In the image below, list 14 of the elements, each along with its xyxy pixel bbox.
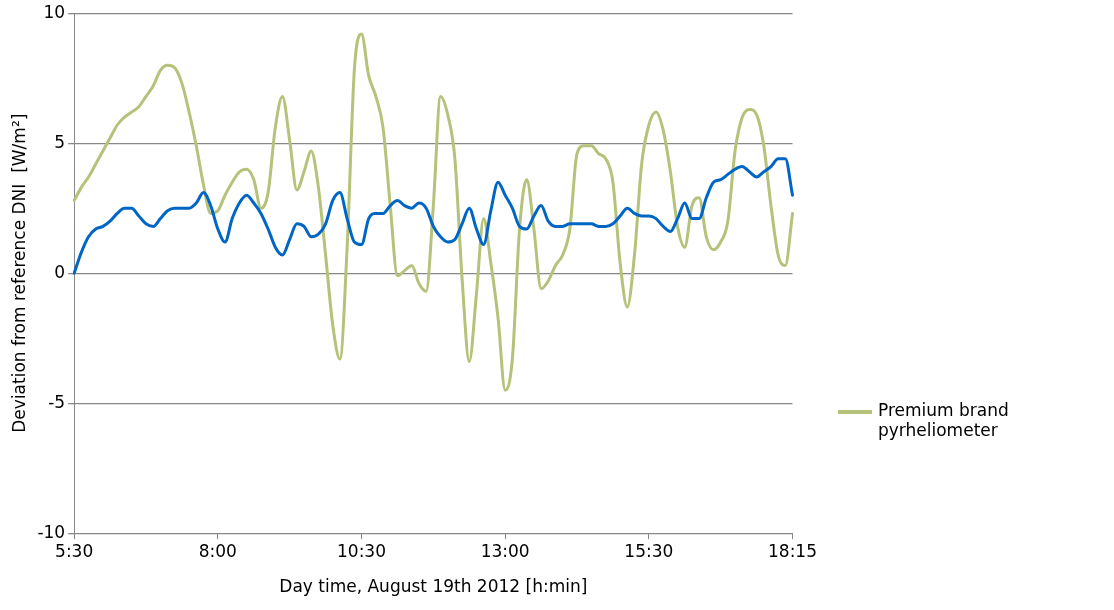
x-tick-label: 15:30: [624, 540, 674, 561]
y-tick-label: 5: [54, 131, 66, 152]
x-tick-label: 10:30: [337, 540, 386, 561]
x-tick-label: 18:15: [768, 540, 817, 561]
y-axis-title: Deviation from reference DNI [W/m²]: [8, 113, 29, 433]
y-tick-label: -5: [48, 391, 66, 412]
x-tick-label: 8:00: [198, 540, 237, 561]
y-tick-label: 10: [43, 1, 66, 22]
x-tick-label: 5:30: [55, 540, 94, 561]
x-tick-label: 13:00: [480, 540, 530, 561]
x-axis-title: Day time, August 19th 2012 [h:min]: [279, 576, 588, 597]
legend-label: Premium brand pyrheliometer: [878, 400, 1010, 440]
y-tick-label: 0: [54, 261, 66, 282]
y-tick-label: -10: [37, 521, 66, 542]
